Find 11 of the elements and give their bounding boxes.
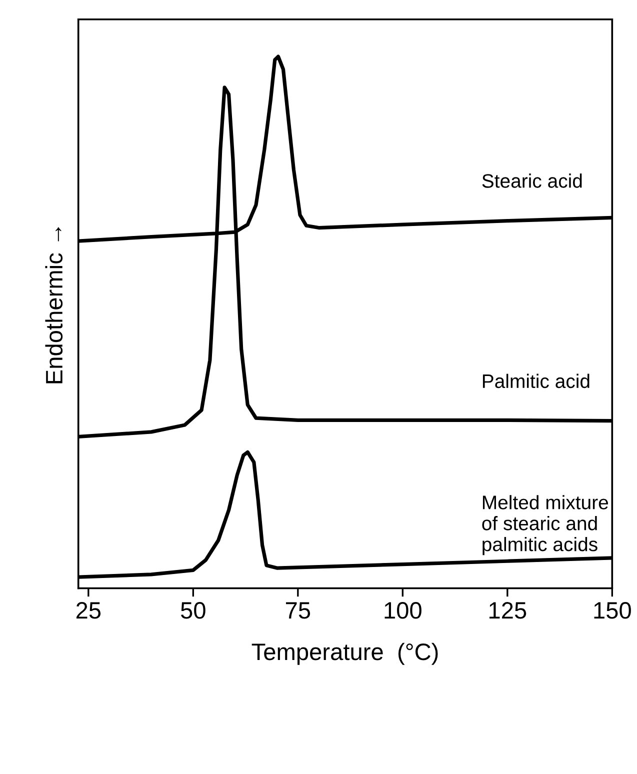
x-tick-label: 125 bbox=[490, 602, 526, 619]
x-tick-label: 75 bbox=[286, 602, 310, 619]
annotation: Melted mixture of stearic and palmitic acids bbox=[482, 495, 608, 556]
x-tick-label: 25 bbox=[76, 602, 101, 619]
x-tick-label: 150 bbox=[594, 602, 631, 619]
x-axis-title: Temperature (°C) bbox=[252, 642, 438, 665]
x-tick-label: 50 bbox=[180, 602, 206, 619]
annotation: Stearic acid bbox=[482, 174, 582, 188]
annotation: Palmitic acid bbox=[482, 374, 590, 388]
x-tick-label: 100 bbox=[384, 602, 422, 619]
y-axis-title: Endothermic → bbox=[45, 227, 63, 384]
